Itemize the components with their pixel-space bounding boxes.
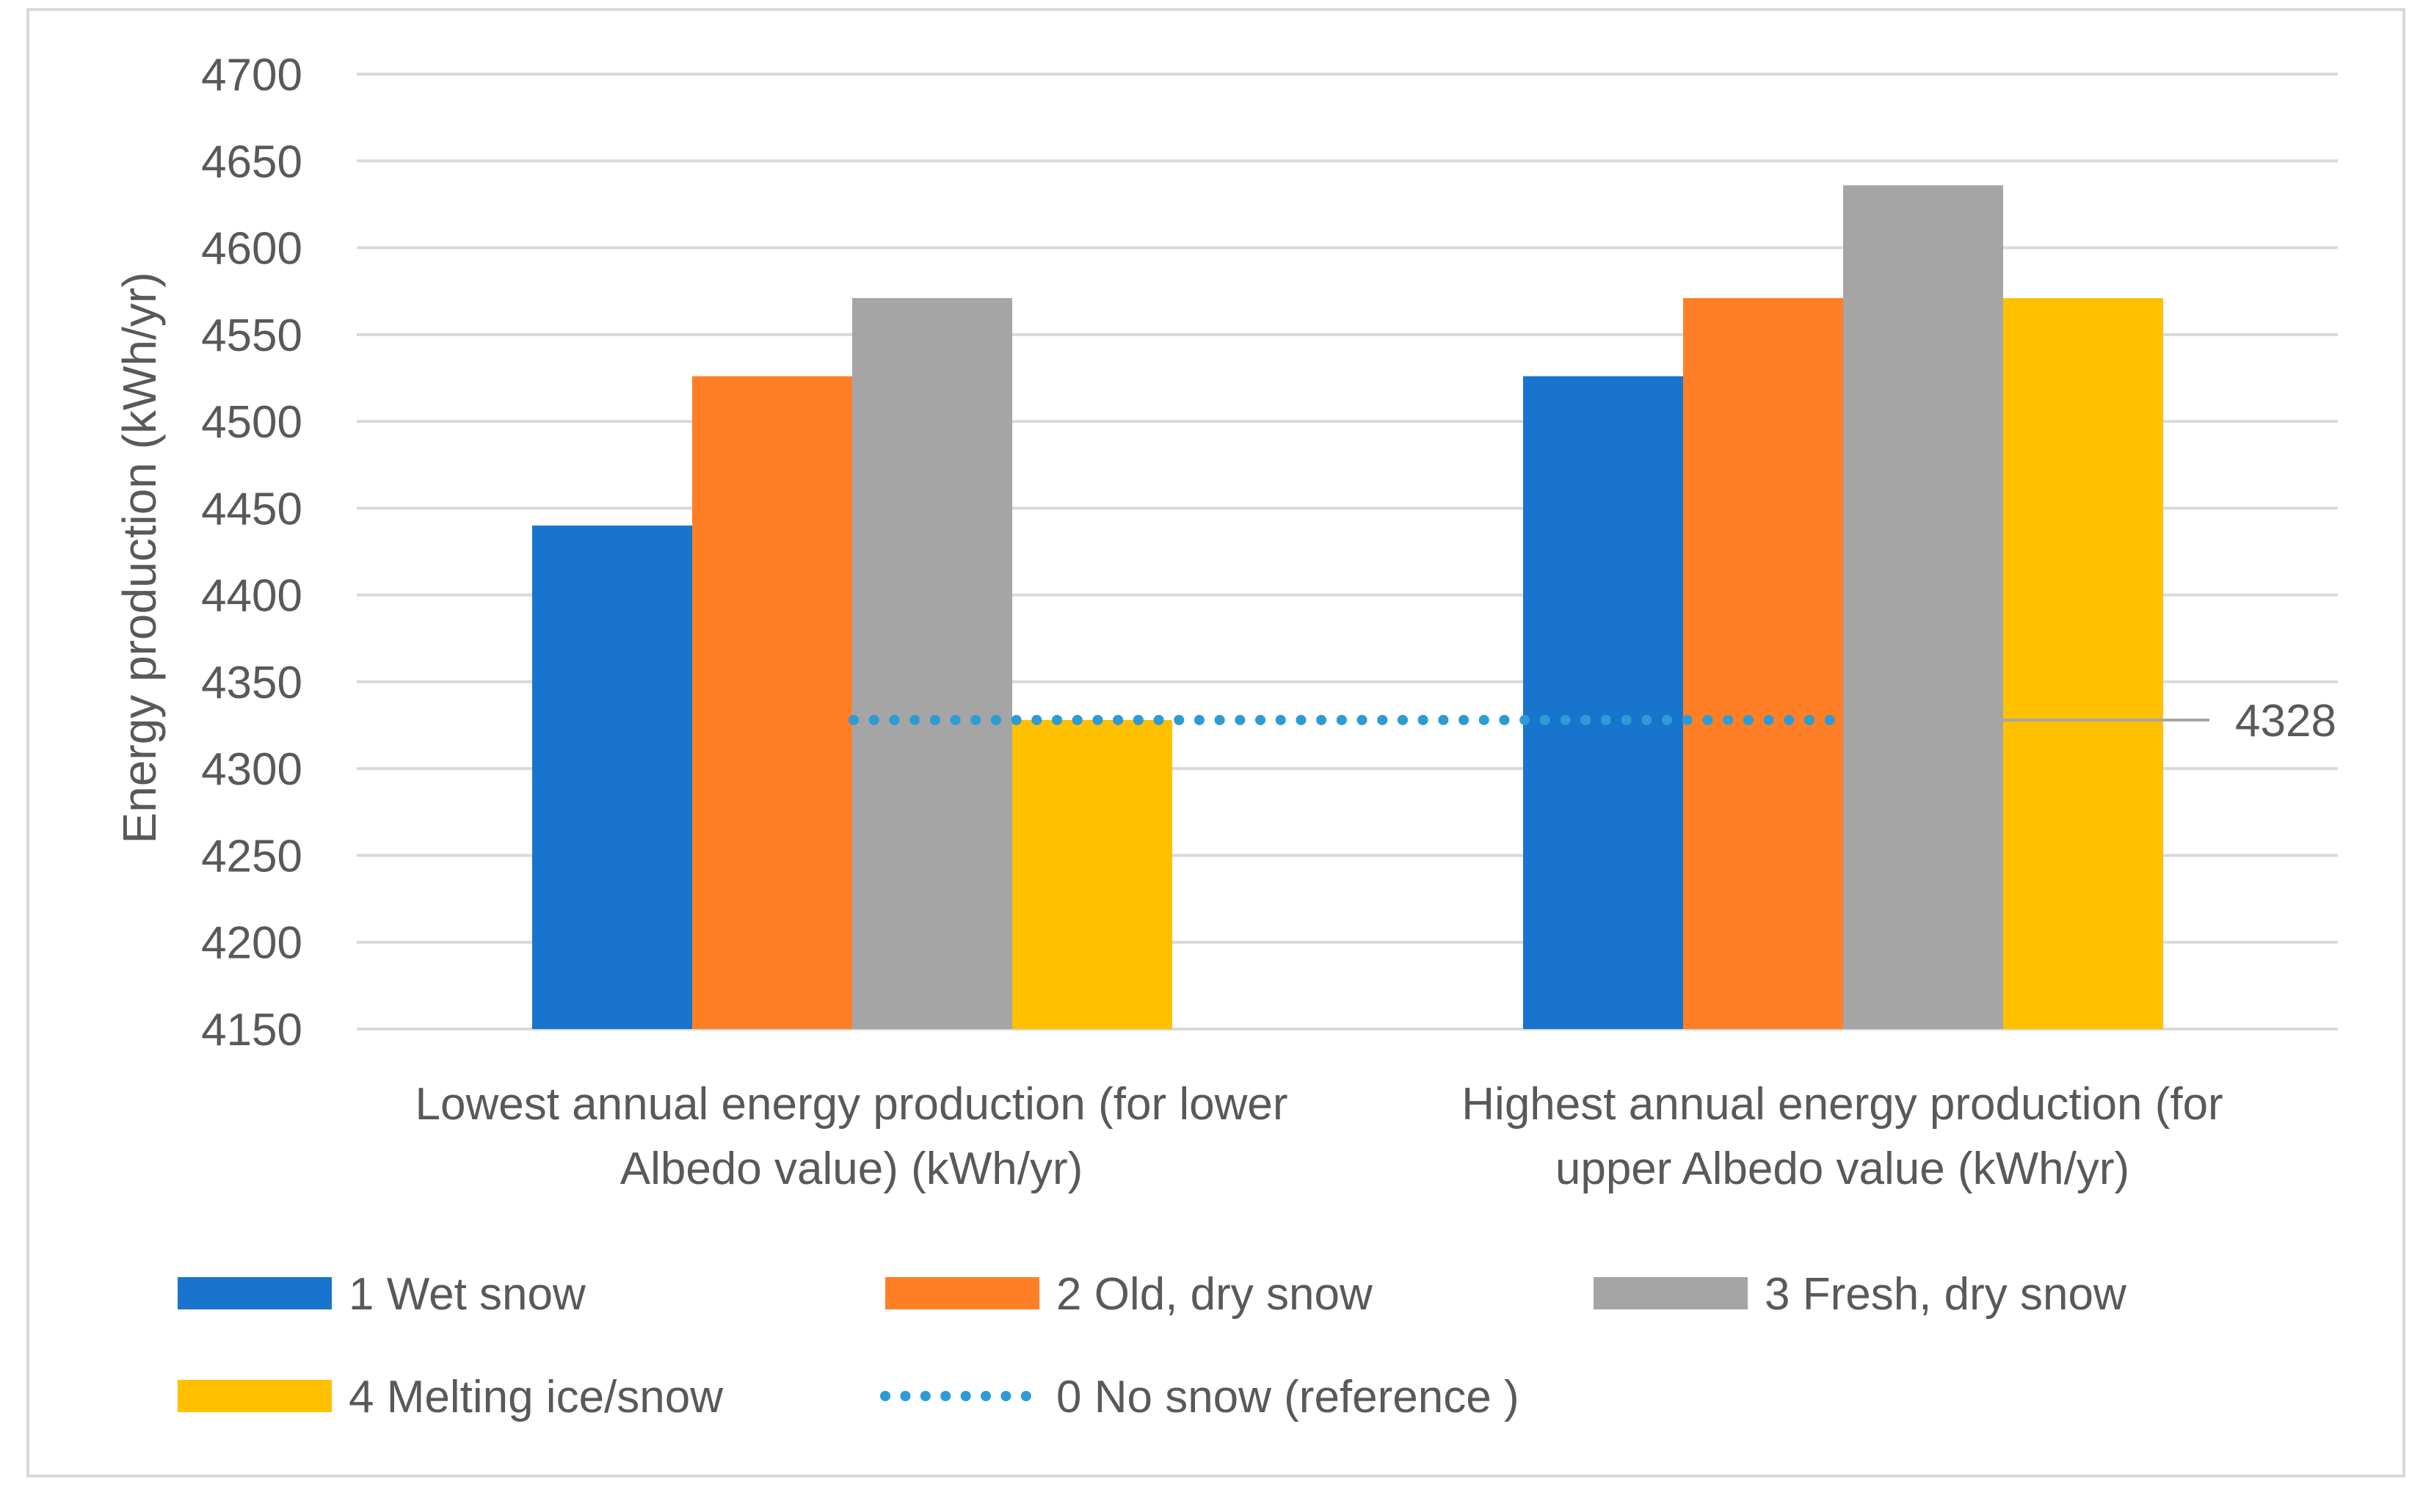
legend-swatch (1594, 1277, 1748, 1309)
y-tick-label: 4550 (201, 310, 302, 361)
bar (1523, 376, 1683, 1029)
legend: 1 Wet snow 2 Old, dry snow 3 Fresh, dry sn… (178, 1269, 2126, 1422)
reference-data-label: 4328 (2235, 696, 2336, 746)
bar (2003, 298, 2163, 1029)
bar (532, 526, 692, 1029)
bar (1843, 185, 2003, 1030)
y-tick-label: 4700 (201, 50, 302, 101)
y-tick-label: 4350 (201, 658, 302, 708)
y-tick-label: 4250 (201, 831, 302, 882)
bar (852, 298, 1012, 1029)
y-tick-label: 4600 (201, 224, 302, 275)
x-axis-categories: Lowest annual energy production (for low… (415, 1079, 2223, 1194)
x-category-label: upper Albedo value (kWh/yr) (1555, 1144, 2129, 1194)
bars (532, 185, 2163, 1030)
y-tick-label: 4300 (201, 744, 302, 795)
x-category-label: Lowest annual energy production (for low… (415, 1079, 1287, 1130)
y-tick-label: 4400 (201, 571, 302, 622)
legend-swatch (885, 1277, 1039, 1309)
y-tick-label: 4200 (201, 918, 302, 969)
reference-line-group: 4328 (849, 696, 2336, 746)
legend-label: 4 Melting ice/snow (349, 1372, 723, 1422)
x-category-label: Albedo value) (kWh/yr) (620, 1144, 1083, 1194)
legend-swatch (178, 1380, 332, 1412)
y-axis-label: Energy production (kWh/yr) (113, 272, 166, 844)
legend-swatch (178, 1277, 332, 1309)
x-category-label: Highest annual energy production (for (1461, 1079, 2223, 1130)
bar (1683, 298, 1843, 1029)
y-tick-label: 4450 (201, 484, 302, 534)
bar (1012, 719, 1172, 1029)
y-tick-label: 4150 (201, 1005, 302, 1055)
y-axis-ticks: 4150 4200 4250 4300 4350 4400 4450 4500 4550 4600… (201, 50, 302, 1055)
legend-label: 3 Fresh, dry snow (1765, 1269, 2126, 1320)
legend-label: 2 Old, dry snow (1056, 1269, 1373, 1320)
bar (692, 376, 852, 1029)
y-tick-label: 4500 (201, 397, 302, 448)
y-tick-label: 4650 (201, 137, 302, 187)
legend-label: 1 Wet snow (349, 1269, 586, 1320)
legend-label: 0 No snow (reference ) (1056, 1372, 1519, 1422)
